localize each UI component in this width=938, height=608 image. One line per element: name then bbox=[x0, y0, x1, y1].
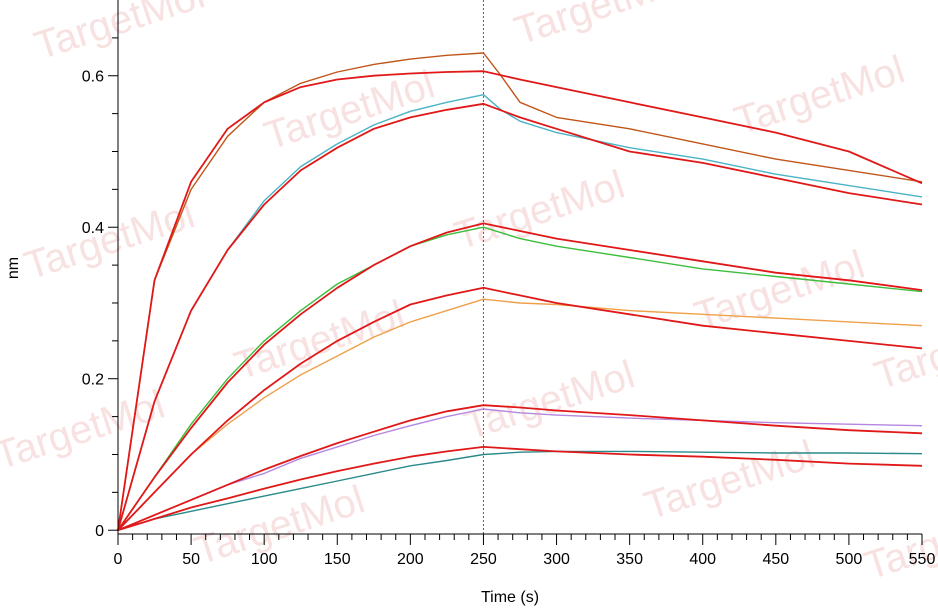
y-tick-label: 0.6 bbox=[82, 69, 104, 86]
x-axis-label: Time (s) bbox=[481, 589, 539, 606]
series-line-12 bbox=[117, 445, 923, 532]
series-line-4 bbox=[117, 298, 923, 531]
x-tick-label: 400 bbox=[689, 551, 716, 568]
series-line-6 bbox=[117, 450, 923, 531]
x-tick-label: 450 bbox=[762, 551, 789, 568]
watermark-text: TargetMol bbox=[449, 162, 630, 258]
y-axis-label: nm bbox=[5, 257, 22, 279]
series-line-3 bbox=[117, 226, 923, 531]
series-line-1 bbox=[117, 52, 923, 531]
x-tick-label: 100 bbox=[251, 551, 278, 568]
x-tick-label: 50 bbox=[182, 551, 200, 568]
y-tick-label: 0.4 bbox=[82, 220, 104, 237]
x-tick-label: 550 bbox=[909, 551, 936, 568]
watermark-text: TargetMol bbox=[0, 382, 170, 478]
axes-group: 0 50 100 150 200 250 300 350 400 450 500 550 0 0.2 0.4… bbox=[82, 0, 936, 568]
y-tick-label: 0 bbox=[95, 523, 104, 540]
watermark-text: TargetMol bbox=[639, 432, 820, 528]
x-tick-label: 250 bbox=[470, 551, 497, 568]
x-tick-label: 300 bbox=[543, 551, 570, 568]
series-line-11 bbox=[117, 404, 923, 532]
watermark-text: TargetMol bbox=[869, 302, 938, 398]
series-line-8 bbox=[117, 102, 923, 531]
watermark-text: TargetMol bbox=[689, 242, 870, 338]
series-layer bbox=[117, 52, 923, 532]
series-line-9 bbox=[117, 222, 923, 531]
watermark-text: TargetMol bbox=[19, 192, 200, 288]
series-line-7 bbox=[117, 70, 923, 531]
x-tick-label: 150 bbox=[324, 551, 351, 568]
y-tick-label: 0.2 bbox=[82, 372, 104, 389]
watermark-text: TargetMol bbox=[229, 292, 410, 388]
watermark-text: TargetMol bbox=[29, 0, 210, 69]
watermark-text: TargetMol bbox=[859, 492, 938, 588]
watermark-text: TargetMol bbox=[459, 352, 640, 448]
x-tick-label: 200 bbox=[397, 551, 424, 568]
series-line-10 bbox=[117, 286, 923, 531]
x-tick-label: 500 bbox=[836, 551, 863, 568]
x-tick-label: 350 bbox=[616, 551, 643, 568]
x-tick-label: 0 bbox=[114, 551, 123, 568]
watermark-text: TargetMol bbox=[509, 0, 690, 54]
